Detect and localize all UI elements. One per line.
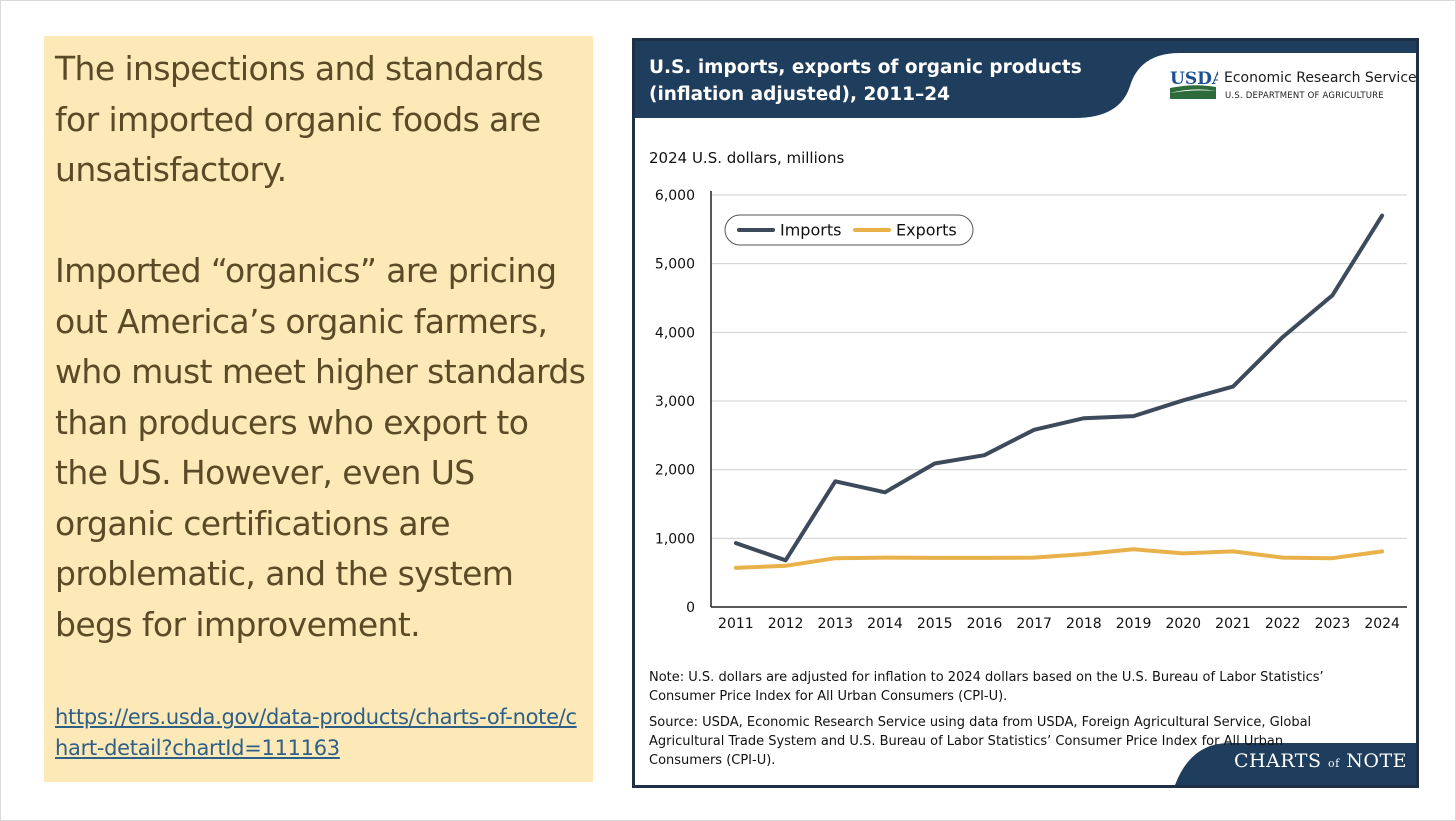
y-tick-label: 3,000 — [655, 394, 695, 410]
x-tick-label: 2013 — [817, 616, 853, 632]
brand-of: of — [1328, 757, 1340, 770]
x-tick-label: 2012 — [768, 616, 804, 632]
y-axis-label: 2024 U.S. dollars, millions — [649, 149, 845, 167]
chart-note: Note: U.S. dollars are adjusted for infl… — [649, 670, 1324, 704]
series-line-exports — [733, 547, 1385, 570]
brand-note: NOTE — [1346, 750, 1408, 772]
x-tick-label: 2015 — [917, 616, 953, 632]
x-tick-label: 2014 — [867, 616, 903, 632]
brand-charts: CHARTS — [1234, 750, 1322, 772]
y-tick-label: 5,000 — [655, 257, 695, 273]
x-tick-label: 2021 — [1215, 616, 1251, 632]
chart-card: U.S. imports, exports of organic product… — [632, 38, 1419, 788]
agency-name: Economic Research Service — [1224, 70, 1417, 86]
x-tick-label: 2011 — [718, 616, 754, 632]
text-panel: The inspections and standards for import… — [44, 36, 593, 782]
x-tick-label: 2020 — [1165, 616, 1201, 632]
x-tick-label: 2016 — [967, 616, 1003, 632]
line-chart: 0 1,000 2,000 3,000 4,000 5,000 6,000 2011 2012 2… — [655, 188, 1407, 632]
intro-paragraph: The inspections and standards for import… — [55, 49, 544, 189]
department-name: U.S. DEPARTMENT OF AGRICULTURE — [1225, 91, 1384, 101]
y-tick-label: 0 — [686, 600, 695, 616]
x-tick-label: 2022 — [1265, 616, 1301, 632]
source-link[interactable]: https://ers.usda.gov/data-products/chart… — [55, 705, 577, 760]
x-tick-label: 2017 — [1016, 616, 1052, 632]
legend-box — [724, 214, 974, 246]
header-band — [635, 41, 1416, 118]
series-line-imports — [733, 213, 1385, 563]
x-tick-label: 2018 — [1066, 616, 1102, 632]
body-paragraph: Imported “organics” are pricing out Amer… — [55, 251, 586, 644]
legend-label: Imports — [780, 221, 841, 240]
footer-band — [1175, 743, 1416, 785]
legend-label: Exports — [896, 221, 957, 240]
usda-logo-text: USDA — [1170, 69, 1218, 89]
y-tick-label: 4,000 — [655, 325, 695, 341]
charts-of-note-brand: CHARTS of NOTE — [1234, 750, 1407, 772]
x-tick-label: 2024 — [1364, 616, 1400, 632]
x-tick-label: 2023 — [1315, 616, 1351, 632]
card-decorations — [635, 41, 1416, 785]
y-tick-label: 1,000 — [655, 531, 695, 547]
y-tick-label: 6,000 — [655, 188, 695, 204]
x-tick-label: 2019 — [1116, 616, 1152, 632]
usda-logo: USDA — [1170, 69, 1218, 99]
chart-source: Source: USDA, Economic Research Service … — [649, 715, 1312, 768]
chart-title: U.S. imports, exports of organic product… — [649, 57, 1082, 105]
y-tick-label: 2,000 — [655, 463, 695, 479]
